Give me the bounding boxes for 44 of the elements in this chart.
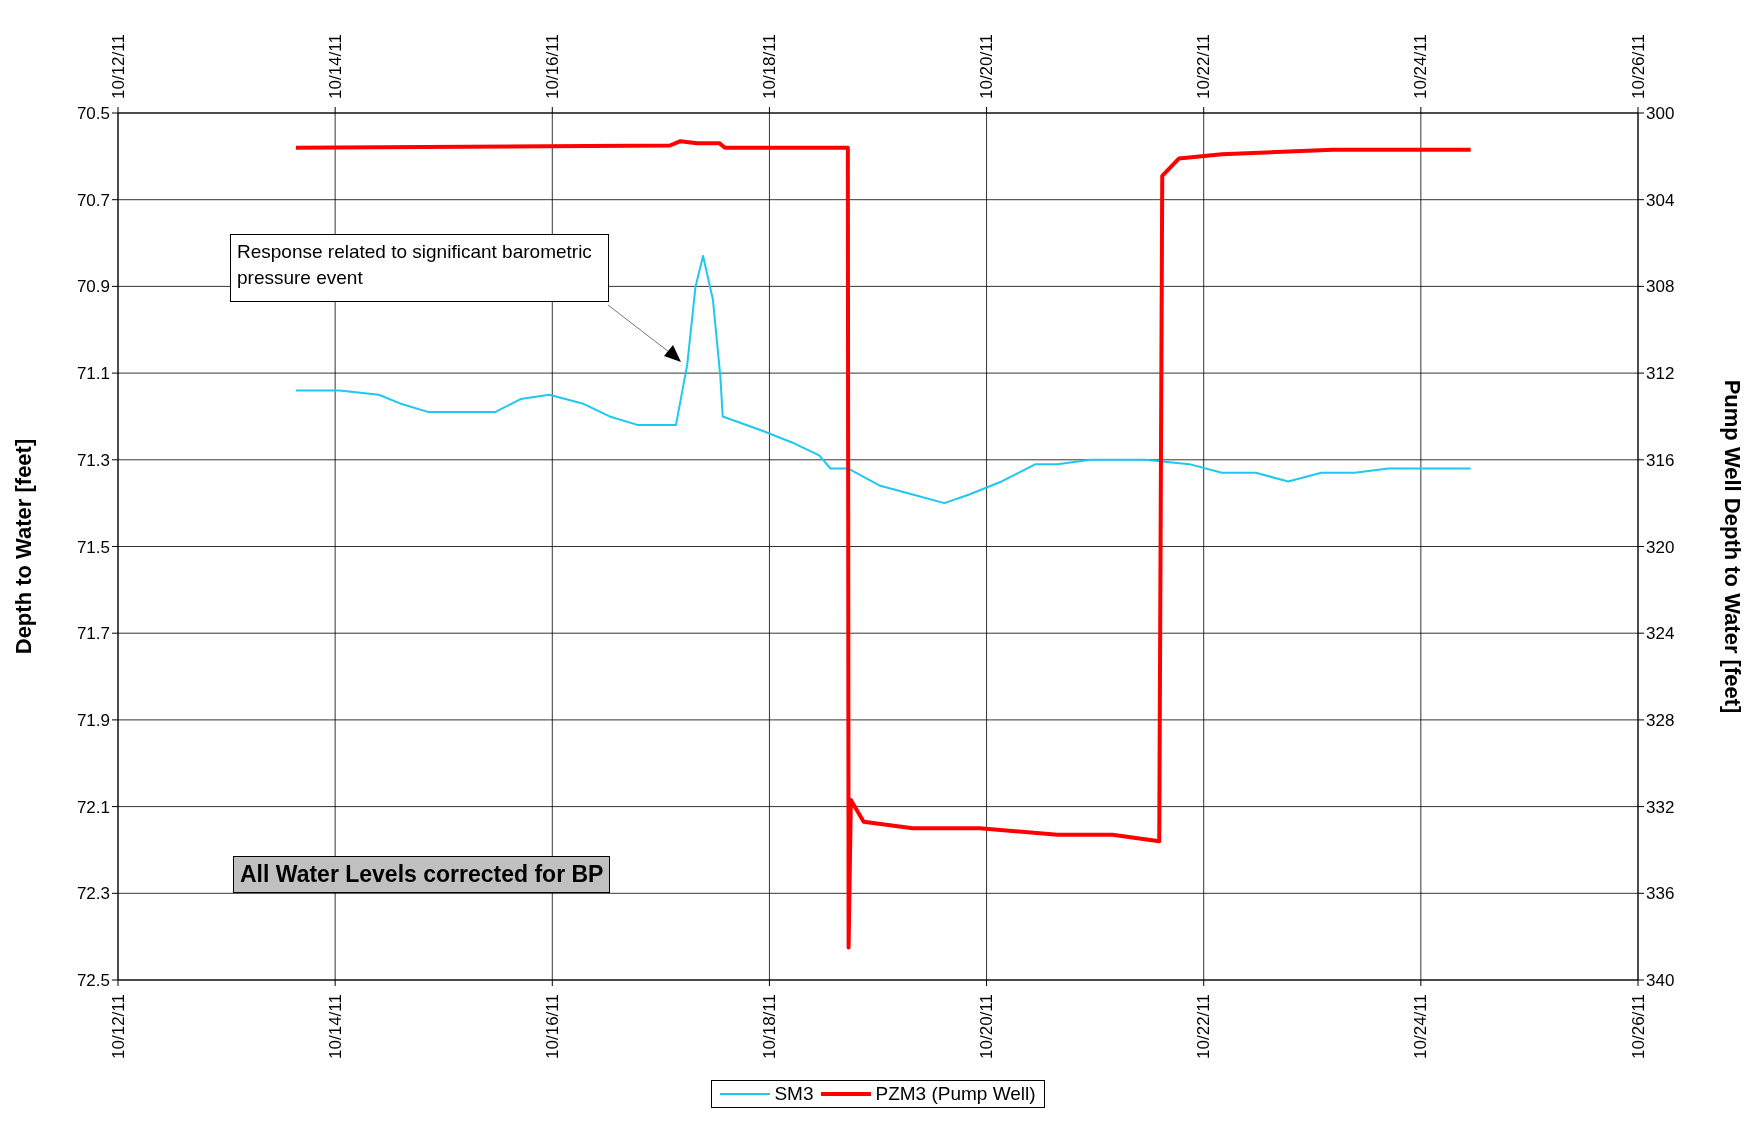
x2-tick-label: 10/16/11 <box>542 34 562 99</box>
y2-tick-label: 320 <box>1646 537 1675 557</box>
y-tick-label: 70.7 <box>76 190 110 210</box>
legend-label: SM3 <box>774 1083 814 1105</box>
x-tick-label: 10/22/11 <box>1194 994 1214 1059</box>
y-tick-label: 71.3 <box>76 450 110 470</box>
y-tick-label: 72.3 <box>76 884 110 904</box>
y2-tick-label: 340 <box>1646 971 1675 991</box>
x-tick-label: 10/26/11 <box>1628 994 1648 1059</box>
y2-tick-label: 312 <box>1646 364 1675 384</box>
x-tick-label: 10/20/11 <box>977 994 997 1059</box>
annotation: Response related to significant barometric pressure event <box>230 234 609 302</box>
y2-tick-label: 336 <box>1646 884 1675 904</box>
x-tick-label: 10/12/11 <box>108 994 128 1059</box>
y2-tick-label: 316 <box>1646 450 1675 470</box>
y-tick-label: 71.9 <box>76 710 110 730</box>
x2-tick-label: 10/22/11 <box>1194 34 1214 99</box>
x-tick-label: 10/16/11 <box>542 994 562 1059</box>
x-tick-label: 10/18/11 <box>759 994 779 1059</box>
y2-tick-label: 300 <box>1646 104 1675 124</box>
x2-tick-label: 10/18/11 <box>759 34 779 99</box>
x2-tick-label: 10/24/11 <box>1411 34 1431 99</box>
y-tick-label: 72.1 <box>76 797 110 817</box>
legend-label: PZM3 (Pump Well) <box>875 1083 1036 1105</box>
y-tick-label: 71.7 <box>76 624 110 644</box>
x2-tick-label: 10/12/11 <box>108 34 128 99</box>
x-tick-label: 10/24/11 <box>1411 994 1431 1059</box>
y-tick-label: 71.5 <box>76 537 110 557</box>
x2-tick-label: 10/14/11 <box>325 34 345 99</box>
y2-tick-label: 324 <box>1646 624 1675 644</box>
y2-axis-title: Pump Well Depth to Water [feet] <box>1720 379 1746 714</box>
annotation: All Water Levels corrected for BP <box>233 856 611 893</box>
y2-tick-label: 332 <box>1646 797 1675 817</box>
y-tick-label: 72.5 <box>76 971 110 991</box>
x2-tick-label: 10/26/11 <box>1628 34 1648 99</box>
y-tick-label: 71.1 <box>76 364 110 384</box>
y-tick-label: 70.9 <box>76 277 110 297</box>
x-tick-label: 10/14/11 <box>325 994 345 1059</box>
x2-tick-label: 10/20/11 <box>977 34 997 99</box>
y2-tick-label: 308 <box>1646 277 1675 297</box>
y-tick-label: 70.5 <box>76 104 110 124</box>
y2-tick-label: 328 <box>1646 710 1675 730</box>
y-axis-title: Depth to Water [feet] <box>10 438 36 655</box>
y2-tick-label: 304 <box>1646 190 1675 210</box>
